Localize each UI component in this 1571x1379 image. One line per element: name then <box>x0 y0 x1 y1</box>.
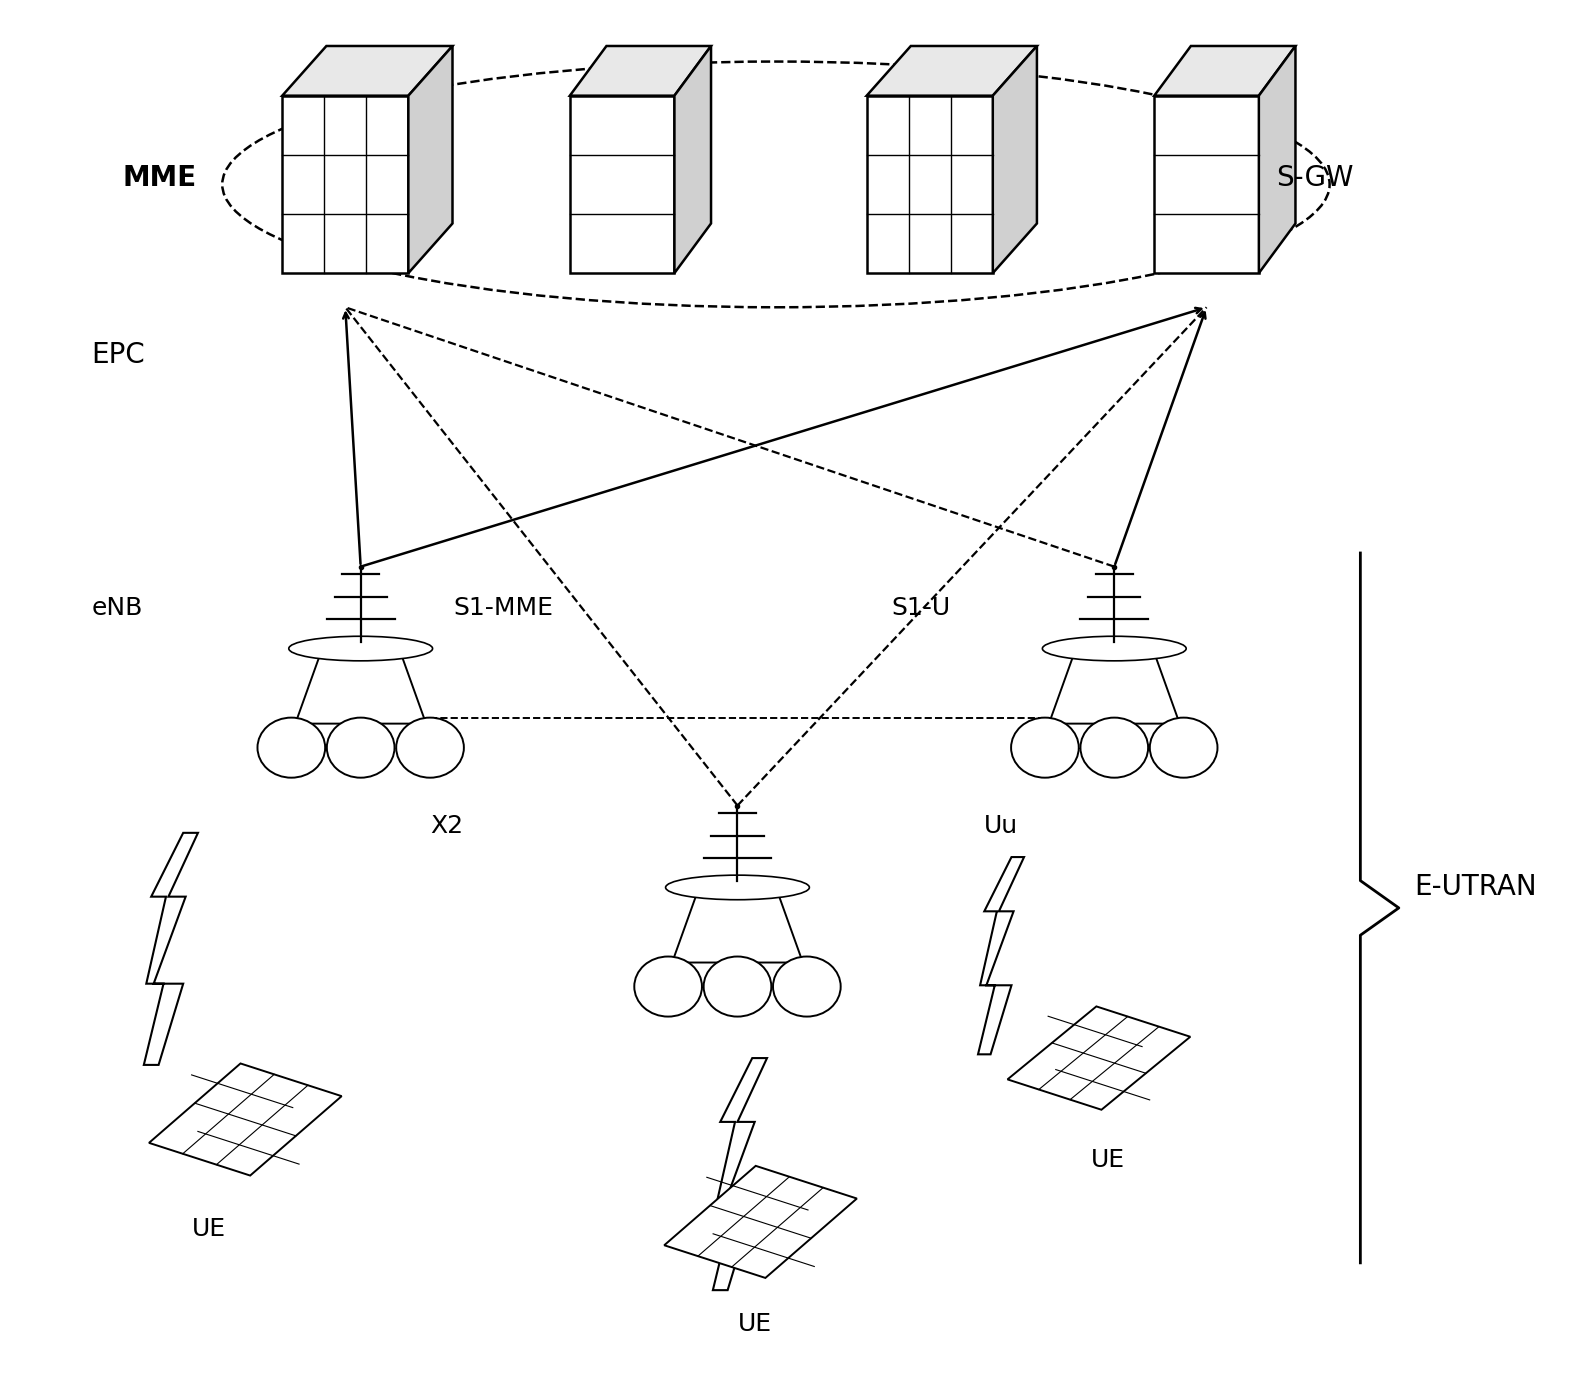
Circle shape <box>635 957 702 1016</box>
Polygon shape <box>867 46 1037 95</box>
Polygon shape <box>149 1063 341 1175</box>
Polygon shape <box>1258 46 1296 273</box>
Text: X2: X2 <box>430 814 463 838</box>
Text: S-GW: S-GW <box>1276 164 1353 192</box>
Text: S1-U: S1-U <box>891 596 950 619</box>
Text: EPC: EPC <box>91 341 145 370</box>
Text: UE: UE <box>737 1313 771 1336</box>
Circle shape <box>1081 717 1148 778</box>
Polygon shape <box>1007 1007 1191 1110</box>
Circle shape <box>396 717 463 778</box>
Polygon shape <box>665 1165 856 1278</box>
Text: UE: UE <box>1092 1149 1125 1172</box>
Circle shape <box>704 957 771 1016</box>
Polygon shape <box>408 46 452 273</box>
Ellipse shape <box>666 876 809 899</box>
Circle shape <box>258 717 325 778</box>
Text: S1-MME: S1-MME <box>452 596 553 619</box>
Polygon shape <box>283 95 408 273</box>
Polygon shape <box>979 858 1024 1055</box>
Circle shape <box>327 717 394 778</box>
Circle shape <box>1150 717 1218 778</box>
Polygon shape <box>295 648 426 724</box>
Text: UE: UE <box>192 1216 226 1241</box>
Text: E-UTRAN: E-UTRAN <box>1414 873 1536 902</box>
Circle shape <box>1012 717 1079 778</box>
Polygon shape <box>672 888 803 963</box>
Ellipse shape <box>289 636 432 661</box>
Polygon shape <box>993 46 1037 273</box>
Polygon shape <box>283 46 452 95</box>
Ellipse shape <box>1043 636 1186 661</box>
Polygon shape <box>1155 95 1258 273</box>
Polygon shape <box>570 46 712 95</box>
Text: eNB: eNB <box>91 596 143 619</box>
Text: MME: MME <box>123 164 196 192</box>
Text: Uu: Uu <box>983 814 1018 838</box>
Polygon shape <box>570 95 674 273</box>
Circle shape <box>773 957 840 1016</box>
Polygon shape <box>674 46 712 273</box>
Polygon shape <box>867 95 993 273</box>
Polygon shape <box>1155 46 1296 95</box>
Polygon shape <box>1049 648 1180 724</box>
Polygon shape <box>713 1058 767 1291</box>
Polygon shape <box>145 833 198 1065</box>
